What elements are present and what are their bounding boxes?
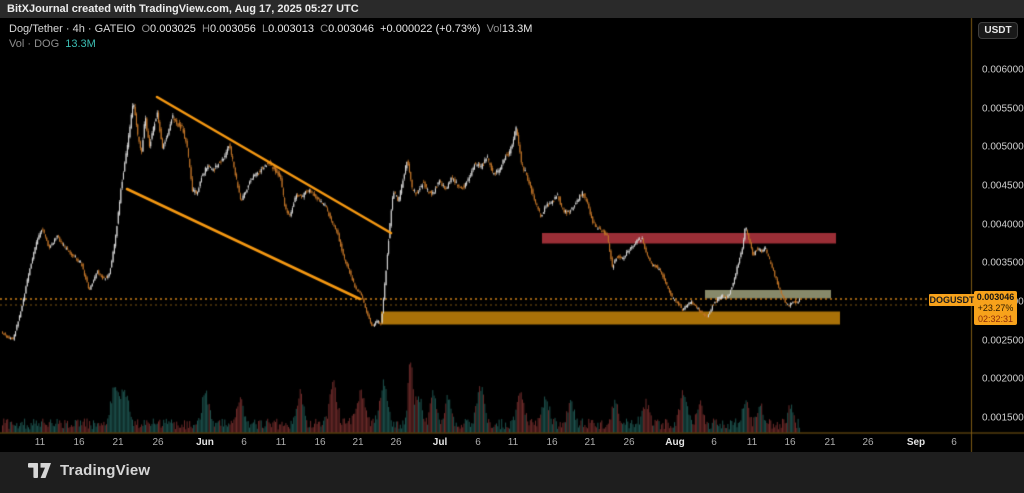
footer-bar: TradingView	[0, 452, 1024, 493]
legend-row-symbol: Dog/Tether · 4h · GATEIO O0.003025 H0.00…	[9, 22, 532, 37]
candle-countdown: 02:32:31	[977, 314, 1014, 324]
price-tick-label: 0.002000	[982, 373, 1024, 385]
vol-indicator-label: Vol · DOG	[9, 38, 60, 50]
time-tick-label: 21	[352, 437, 364, 448]
tradingview-logo[interactable]: TradingView	[28, 462, 150, 479]
time-tick-month-label: Jun	[196, 437, 214, 448]
time-tick-label: 21	[112, 437, 124, 448]
time-tick-label: 11	[34, 437, 46, 448]
time-tick-label: 26	[862, 437, 874, 448]
time-tick-label: 26	[390, 437, 402, 448]
time-tick-label: 16	[73, 437, 85, 448]
open-label: O	[141, 23, 151, 35]
last-price-axis-label: 0.003046 +23.27% 02:32:31	[974, 291, 1017, 325]
price-line-symbol-tag[interactable]: DOGUSDT	[929, 294, 975, 306]
currency-toggle-button[interactable]: USDT	[978, 22, 1018, 39]
tradingview-logo-icon	[28, 463, 51, 478]
open-value: 0.003025	[150, 23, 196, 35]
price-tick-label: 0.003500	[982, 257, 1024, 269]
chart-legend: Dog/Tether · 4h · GATEIO O0.003025 H0.00…	[9, 22, 532, 52]
vol-indicator-value: 13.3M	[65, 38, 96, 50]
time-tick-label: 21	[584, 437, 596, 448]
time-tick-label: 6	[475, 437, 481, 448]
low-label: L	[262, 23, 269, 35]
high-value: 0.003056	[210, 23, 256, 35]
price-tick-label: 0.004000	[982, 219, 1024, 231]
time-tick-month-label: Sep	[906, 437, 926, 448]
time-tick-label: 6	[241, 437, 247, 448]
time-tick-label: 16	[546, 437, 558, 448]
price-tick-label: 0.006000	[982, 64, 1024, 76]
volume-value: 13.3M	[501, 23, 533, 35]
time-tick-label: 6	[711, 437, 717, 448]
time-tick-label: 16	[314, 437, 326, 448]
attribution-text: BitXJournal created with TradingView.com…	[7, 3, 359, 15]
legend-row-volume: Vol · DOG 13.3M	[9, 37, 532, 52]
price-tick-label: 0.005500	[982, 103, 1024, 115]
time-tick-label: 11	[746, 437, 758, 448]
low-value: 0.003013	[268, 23, 315, 35]
price-tick-label: 0.005000	[982, 141, 1024, 153]
price-tick-label: 0.004500	[982, 180, 1024, 192]
time-tick-month-label: Aug	[665, 437, 685, 448]
time-tick-label: 11	[275, 437, 287, 448]
time-tick-label: 26	[152, 437, 164, 448]
close-label: C	[320, 23, 329, 35]
change-value: +0.000022 (+0.73%)	[380, 23, 481, 35]
price-tick-label: 0.002500	[982, 335, 1024, 347]
time-tick-label: 11	[507, 437, 519, 448]
high-label: H	[202, 23, 210, 35]
time-axis[interactable]: 11 16 21 26 Jun 6 11 16 21 26 Jul 6 11 16 21 26 Aug 6 11 16…	[0, 433, 973, 452]
close-value: 0.003046	[328, 23, 374, 35]
attribution-bar: BitXJournal created with TradingView.com…	[0, 0, 1024, 18]
symbol-title: Dog/Tether · 4h · GATEIO	[9, 23, 136, 35]
tradingview-logo-text: TradingView	[60, 462, 151, 479]
price-axis[interactable]: 0.006000 0.005500 0.005000 0.004500 0.004000…	[974, 18, 1024, 433]
time-tick-month-label: Jul	[432, 437, 448, 448]
time-tick-label: 26	[623, 437, 635, 448]
price-tick-label: 0.001500	[982, 412, 1024, 424]
time-tick-label: 16	[784, 437, 796, 448]
time-tick-label: 21	[824, 437, 836, 448]
time-tick-label: 6	[951, 437, 957, 448]
last-price-change: +23.27%	[977, 303, 1014, 313]
volume-label: Vol	[486, 23, 502, 35]
last-price-value: 0.003046	[976, 292, 1015, 302]
